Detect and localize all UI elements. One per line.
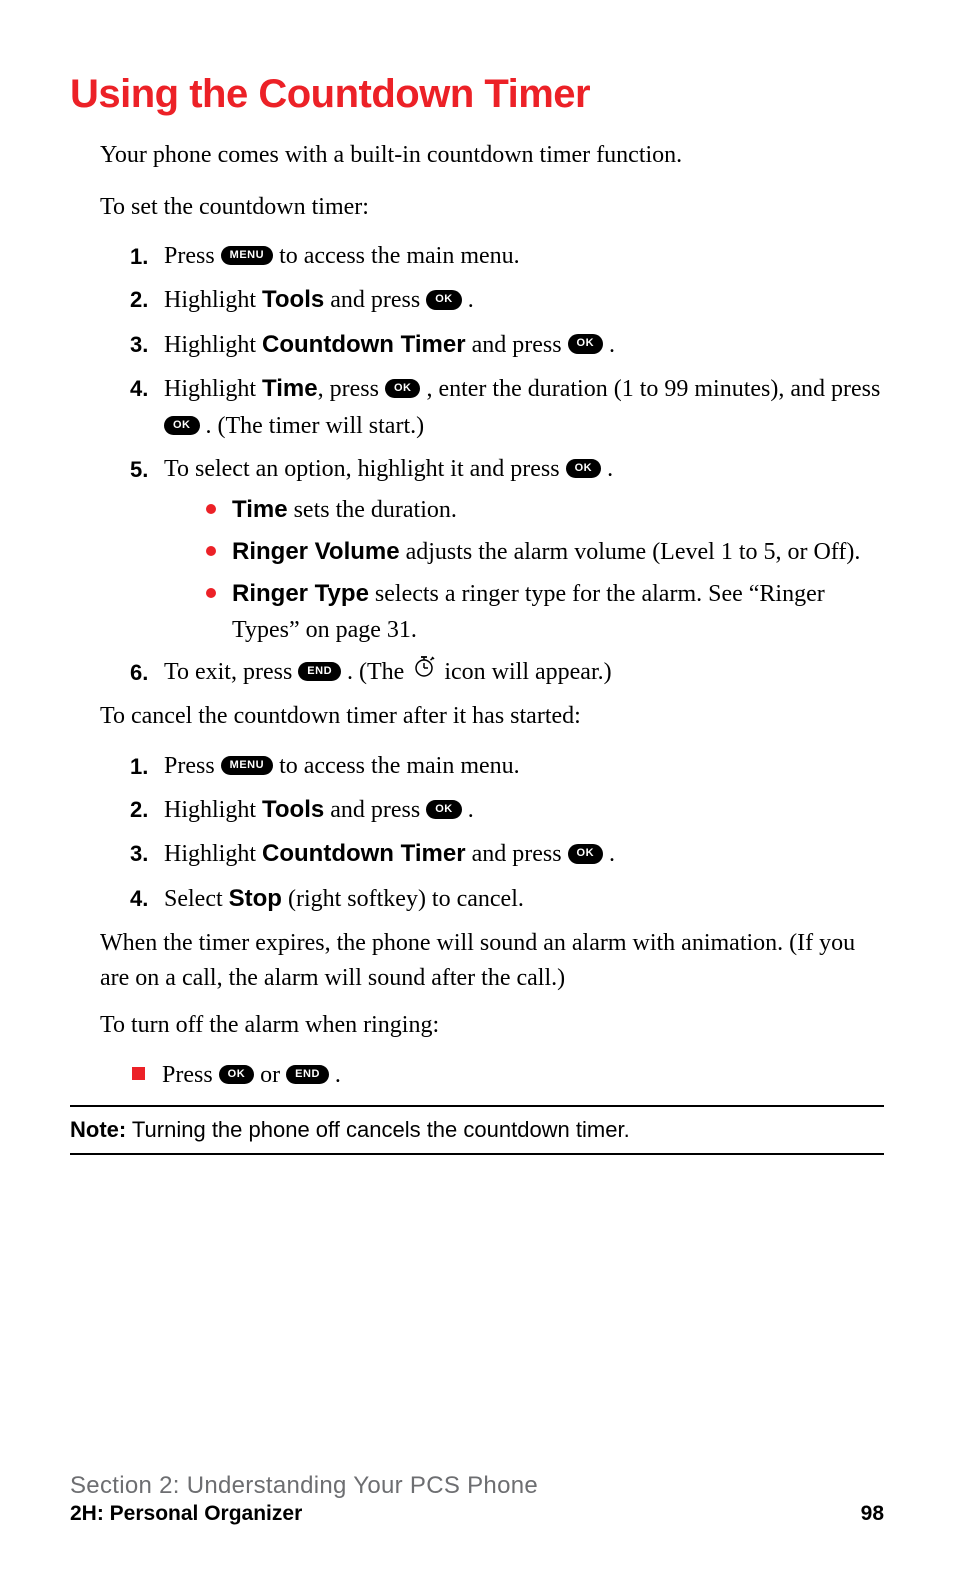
step-item: 5. To select an option, highlight it and… (130, 451, 884, 648)
bullet-text: sets the duration. (288, 497, 457, 523)
menu-key-icon: MENU (221, 246, 273, 265)
step-number: 3. (130, 837, 148, 871)
bold-term: Time (262, 375, 318, 402)
bold-term: Time (232, 496, 288, 523)
alarm-bullet-list: Press OK or END . (132, 1057, 884, 1093)
step-item: 2. Highlight Tools and press OK . (130, 281, 884, 319)
option-bullets: Time sets the duration. Ringer Volume ad… (206, 492, 884, 648)
step-text: , enter the duration (1 to 99 minutes), … (420, 376, 880, 402)
step-text: . (329, 1062, 341, 1088)
step-text: and press (324, 797, 426, 823)
bold-term: Tools (262, 796, 324, 823)
step-number: 4. (130, 372, 148, 406)
bullet-item: Ringer Type selects a ringer type for th… (206, 576, 884, 648)
step-text: Press (164, 243, 221, 269)
bullet-dot-icon (206, 546, 216, 556)
step-text: , press (318, 376, 385, 402)
cancel-steps-list: 1. Press MENU to access the main menu. 2… (130, 748, 884, 918)
step-text: . (603, 841, 615, 867)
bold-term: Countdown Timer (262, 331, 466, 358)
bullet-square-icon (132, 1067, 145, 1080)
step-text: . (601, 456, 613, 482)
menu-key-icon: MENU (221, 756, 273, 775)
step-text: and press (324, 287, 426, 313)
bullet-dot-icon (206, 588, 216, 598)
step-text: Highlight (164, 332, 262, 358)
step-text: icon will appear.) (438, 659, 611, 685)
alarm-intro: To turn off the alarm when ringing: (100, 1009, 884, 1043)
footer-section-text: Section 2: Understanding Your PCS Phone (70, 1472, 884, 1500)
bold-term: Countdown Timer (262, 840, 466, 867)
step-item: 2. Highlight Tools and press OK . (130, 791, 884, 829)
step-text: Highlight (164, 797, 262, 823)
step-text: . (The timer will start.) (200, 413, 425, 439)
step-item: 4. Highlight Time, press OK , enter the … (130, 370, 884, 445)
step-text: To exit, press (164, 659, 298, 685)
footer-subsection: 2H: Personal Organizer (70, 1502, 302, 1526)
ok-key-icon: OK (219, 1065, 255, 1084)
step-text: . (462, 797, 474, 823)
ok-key-icon: OK (568, 844, 604, 863)
step-text: to access the main menu. (273, 243, 520, 269)
step-number: 6. (130, 656, 148, 690)
step-item: 1. Press MENU to access the main menu. (130, 748, 884, 785)
step-number: 1. (130, 240, 148, 274)
end-key-icon: END (286, 1065, 329, 1084)
ok-key-icon: OK (426, 800, 462, 819)
clock-icon (412, 653, 436, 690)
bold-term: Ringer Volume (232, 538, 400, 565)
step-text: To select an option, highlight it and pr… (164, 456, 566, 482)
page-number: 98 (861, 1502, 884, 1526)
step-text: or (254, 1062, 286, 1088)
set-steps-list: 1. Press MENU to access the main menu. 2… (130, 238, 884, 692)
step-item: 6. To exit, press END . (The icon will a… (130, 654, 884, 692)
step-number: 5. (130, 453, 148, 487)
step-number: 2. (130, 793, 148, 827)
intro-text: Your phone comes with a built-in countdo… (100, 139, 884, 173)
ok-key-icon: OK (426, 290, 462, 309)
ok-key-icon: OK (385, 379, 421, 398)
step-item: 3. Highlight Countdown Timer and press O… (130, 326, 884, 364)
page-title: Using the Countdown Timer (70, 72, 884, 117)
step-text: . (462, 287, 474, 313)
step-text: Press (162, 1062, 219, 1088)
step-text: Select (164, 886, 229, 912)
step-number: 3. (130, 328, 148, 362)
step-number: 1. (130, 750, 148, 784)
ok-key-icon: OK (164, 416, 200, 435)
step-text: Highlight (164, 287, 262, 313)
ok-key-icon: OK (566, 459, 602, 478)
bold-term: Tools (262, 286, 324, 313)
set-intro: To set the countdown timer: (100, 191, 884, 225)
step-text: . (The (341, 659, 410, 685)
bullet-item: Time sets the duration. (206, 492, 884, 528)
cancel-intro: To cancel the countdown timer after it h… (100, 700, 884, 734)
step-text: . (603, 332, 615, 358)
step-text: and press (466, 332, 568, 358)
bold-term: Stop (229, 885, 282, 912)
ok-key-icon: OK (568, 334, 604, 353)
end-key-icon: END (298, 662, 341, 681)
page-footer: Section 2: Understanding Your PCS Phone … (70, 1472, 884, 1526)
note-label: Note: (70, 1117, 126, 1142)
step-number: 2. (130, 283, 148, 317)
step-text: Highlight (164, 841, 262, 867)
bullet-item: Ringer Volume adjusts the alarm volume (… (206, 534, 884, 570)
bullet-dot-icon (206, 504, 216, 514)
bullet-item: Press OK or END . (132, 1057, 884, 1093)
note-box: Note: Turning the phone off cancels the … (70, 1105, 884, 1155)
step-item: 1. Press MENU to access the main menu. (130, 238, 884, 275)
step-text: Press (164, 753, 221, 779)
step-text: and press (466, 841, 568, 867)
step-number: 4. (130, 882, 148, 916)
step-text: to access the main menu. (273, 753, 520, 779)
step-text: (right softkey) to cancel. (282, 886, 524, 912)
bold-term: Ringer Type (232, 580, 369, 607)
note-text: Turning the phone off cancels the countd… (126, 1117, 629, 1142)
expire-paragraph: When the timer expires, the phone will s… (100, 926, 884, 996)
bullet-text: adjusts the alarm volume (Level 1 to 5, … (400, 539, 861, 565)
step-item: 3. Highlight Countdown Timer and press O… (130, 835, 884, 873)
step-item: 4. Select Stop (right softkey) to cancel… (130, 880, 884, 918)
step-text: Highlight (164, 376, 262, 402)
